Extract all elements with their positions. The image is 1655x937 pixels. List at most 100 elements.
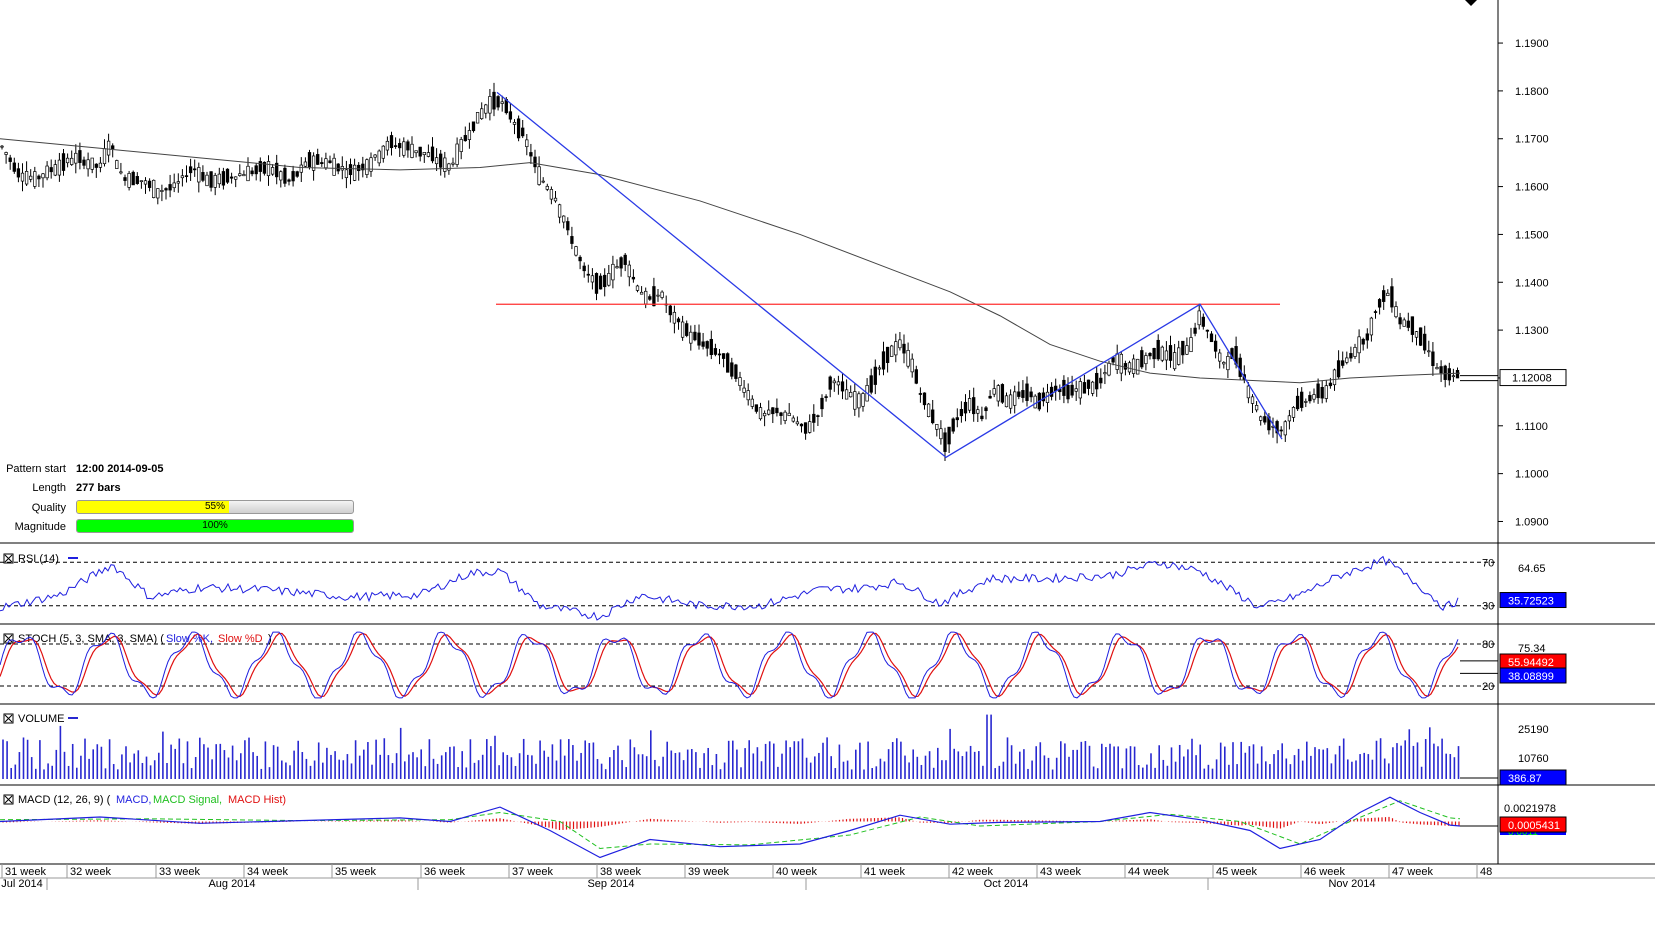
candle-body xyxy=(1369,317,1374,336)
candle-body xyxy=(164,188,168,191)
candle xyxy=(467,122,472,149)
candle-body xyxy=(512,121,517,125)
rsi-title: RSI (14) xyxy=(18,553,59,565)
candle xyxy=(246,157,250,182)
candle xyxy=(250,167,254,177)
candle xyxy=(898,332,902,351)
candle-body xyxy=(660,291,664,298)
candle xyxy=(1082,374,1087,394)
stoch-panel: STOCH (5, 3, SMA, 3, SMA) (Slow %K, Slow … xyxy=(0,631,1567,699)
candle xyxy=(1017,381,1021,400)
candle xyxy=(426,144,431,158)
candle-body xyxy=(873,366,877,385)
candle xyxy=(352,158,357,182)
close-icon xyxy=(4,714,13,723)
candle-body xyxy=(127,173,131,188)
stoch-d-value-box xyxy=(1499,667,1567,684)
candle xyxy=(225,168,230,184)
candle-body xyxy=(1082,382,1087,394)
candle-body xyxy=(898,339,902,349)
candle-body xyxy=(348,164,353,176)
candle xyxy=(1033,394,1037,409)
candle-body xyxy=(320,162,324,165)
candle xyxy=(299,157,303,182)
candle-body xyxy=(270,167,275,175)
macd-signal-line xyxy=(0,800,1461,850)
candle xyxy=(574,245,578,257)
week-label: 31 week xyxy=(5,866,46,878)
candle xyxy=(1377,298,1382,315)
candle-body xyxy=(106,140,111,156)
candle-body xyxy=(545,185,549,190)
candle xyxy=(1078,377,1082,405)
candle-body xyxy=(1152,348,1156,360)
candle xyxy=(508,103,513,123)
candle-body xyxy=(1250,396,1255,404)
candle-body xyxy=(988,395,992,399)
candle xyxy=(398,138,402,157)
candle xyxy=(1058,384,1062,400)
candle xyxy=(1070,375,1074,398)
candle xyxy=(492,82,496,117)
candle xyxy=(1402,317,1406,327)
candle-body xyxy=(877,367,882,370)
candle xyxy=(672,305,677,334)
candle xyxy=(980,406,984,422)
candle xyxy=(832,378,836,392)
candle-body xyxy=(209,171,213,188)
candle-body xyxy=(603,274,607,288)
candle-body xyxy=(152,179,156,198)
candle-body xyxy=(1136,358,1140,375)
candle-body xyxy=(541,180,545,183)
candle-body xyxy=(1431,351,1435,367)
candle xyxy=(713,343,718,357)
macd-title: MACD (12, 26, 9) ( xyxy=(18,794,111,806)
candle xyxy=(1168,335,1173,368)
candle xyxy=(627,260,631,287)
candle-body xyxy=(594,273,599,294)
stoch-level-20: 20 xyxy=(1482,681,1494,693)
candle-body xyxy=(963,401,968,414)
candle xyxy=(730,357,734,380)
candle-body xyxy=(1447,368,1451,381)
candle-body xyxy=(1414,331,1419,338)
candle-body xyxy=(1103,372,1107,375)
candle-body xyxy=(471,121,476,132)
candle-body xyxy=(635,285,640,291)
candle xyxy=(254,163,258,181)
candle-body xyxy=(225,168,230,183)
candle-body xyxy=(184,175,189,177)
candle xyxy=(106,133,111,163)
candle-body xyxy=(890,345,894,357)
candle-body xyxy=(1435,367,1439,370)
candle xyxy=(783,410,787,425)
candle-body xyxy=(1246,385,1251,399)
candle xyxy=(861,391,865,412)
candle xyxy=(168,174,172,198)
rsi-level-30: 30 xyxy=(1482,601,1494,613)
candle xyxy=(853,383,857,416)
candle-body xyxy=(303,161,308,167)
candle xyxy=(885,346,890,373)
candle xyxy=(439,149,443,176)
candle xyxy=(1013,385,1017,414)
candle-body xyxy=(53,164,57,176)
candle xyxy=(799,423,804,433)
candle-body xyxy=(586,273,590,276)
magnitude-value: 100% xyxy=(202,520,228,531)
candle xyxy=(29,169,33,183)
candle-body xyxy=(500,101,504,104)
candle xyxy=(496,95,500,111)
candle xyxy=(361,156,365,178)
candle xyxy=(164,187,168,200)
candle-body xyxy=(1160,346,1164,361)
candle-body xyxy=(1402,319,1406,327)
price-tick-label: 1.1700 xyxy=(1515,134,1549,146)
candle xyxy=(1144,352,1148,371)
candle xyxy=(213,172,217,196)
candle-body xyxy=(607,273,611,286)
candle xyxy=(615,259,619,269)
candle xyxy=(877,365,882,376)
candle-body xyxy=(180,175,185,179)
candle xyxy=(406,139,410,158)
